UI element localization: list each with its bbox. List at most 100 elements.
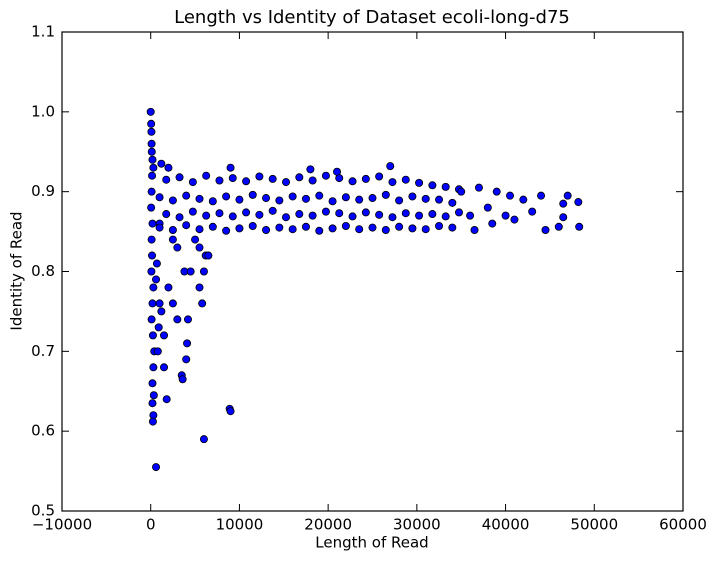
point xyxy=(541,225,550,234)
point xyxy=(178,375,187,384)
y-tick-label: 0.6 xyxy=(31,422,55,440)
point xyxy=(248,221,257,230)
point xyxy=(386,162,395,171)
point xyxy=(148,219,157,228)
point xyxy=(401,175,410,184)
point xyxy=(288,192,297,201)
point xyxy=(195,243,204,252)
y-tick-label: 0.8 xyxy=(31,262,55,280)
point xyxy=(147,127,156,136)
x-tick-label: 60000 xyxy=(659,516,707,534)
x-tick-label: 30000 xyxy=(393,516,441,534)
point xyxy=(148,299,157,308)
point xyxy=(168,299,177,308)
point xyxy=(308,176,317,185)
point xyxy=(519,195,528,204)
point xyxy=(328,224,337,233)
point xyxy=(282,213,291,222)
y-tick-label: 0.7 xyxy=(31,342,55,360)
point xyxy=(355,225,364,234)
point xyxy=(301,222,310,231)
point xyxy=(162,175,171,184)
point xyxy=(228,212,237,221)
point xyxy=(199,435,208,444)
point xyxy=(208,197,217,206)
point xyxy=(333,167,342,176)
point xyxy=(149,391,158,400)
point xyxy=(147,315,156,324)
y-tick-label: 0.5 xyxy=(31,502,55,520)
point xyxy=(441,212,450,221)
point xyxy=(164,163,173,172)
point xyxy=(173,243,182,252)
point xyxy=(375,172,384,181)
point xyxy=(168,225,177,234)
point xyxy=(147,187,156,196)
point xyxy=(215,176,224,185)
point xyxy=(361,208,370,217)
point xyxy=(199,267,208,276)
point xyxy=(147,139,156,148)
point xyxy=(147,203,156,212)
point xyxy=(575,222,584,231)
point xyxy=(188,178,197,187)
point xyxy=(488,219,497,228)
point xyxy=(222,192,231,201)
point xyxy=(186,267,195,276)
point xyxy=(315,191,324,200)
point xyxy=(321,171,330,180)
y-tick-label: 0.9 xyxy=(31,182,55,200)
point xyxy=(308,211,317,220)
point xyxy=(147,119,156,128)
point xyxy=(435,195,444,204)
point xyxy=(226,407,235,416)
point xyxy=(328,197,337,206)
point xyxy=(375,210,384,219)
x-tick-label: −10000 xyxy=(32,516,92,534)
point xyxy=(215,209,224,218)
point xyxy=(435,221,444,230)
point xyxy=(191,235,200,244)
y-axis-label: Identity of Read xyxy=(8,211,26,330)
y-tick-label: 1.0 xyxy=(31,102,55,120)
point xyxy=(421,225,430,234)
chart-title: Length vs Identity of Dataset ecoli-long… xyxy=(174,7,570,28)
point xyxy=(441,182,450,191)
point xyxy=(483,203,492,212)
point xyxy=(448,223,457,232)
point xyxy=(559,213,568,222)
point xyxy=(228,174,237,183)
point xyxy=(368,194,377,203)
point xyxy=(301,194,310,203)
point xyxy=(341,193,350,202)
point xyxy=(160,331,169,340)
point xyxy=(182,191,191,200)
point xyxy=(149,163,158,172)
point xyxy=(183,315,192,324)
point xyxy=(152,275,161,284)
point xyxy=(204,251,213,260)
point xyxy=(408,224,417,233)
point xyxy=(149,363,158,372)
point xyxy=(147,235,156,244)
point xyxy=(341,221,350,230)
point xyxy=(355,195,364,204)
y-tick-label: 1.1 xyxy=(31,23,55,41)
point xyxy=(408,192,417,201)
point xyxy=(381,225,390,234)
point xyxy=(175,213,184,222)
point xyxy=(492,187,501,196)
point xyxy=(268,206,277,215)
point xyxy=(282,178,291,187)
point xyxy=(563,191,572,200)
point xyxy=(162,395,171,404)
point xyxy=(146,107,155,116)
point xyxy=(255,210,264,219)
point xyxy=(202,171,211,180)
point xyxy=(235,224,244,233)
point xyxy=(348,212,357,221)
point xyxy=(428,210,437,219)
